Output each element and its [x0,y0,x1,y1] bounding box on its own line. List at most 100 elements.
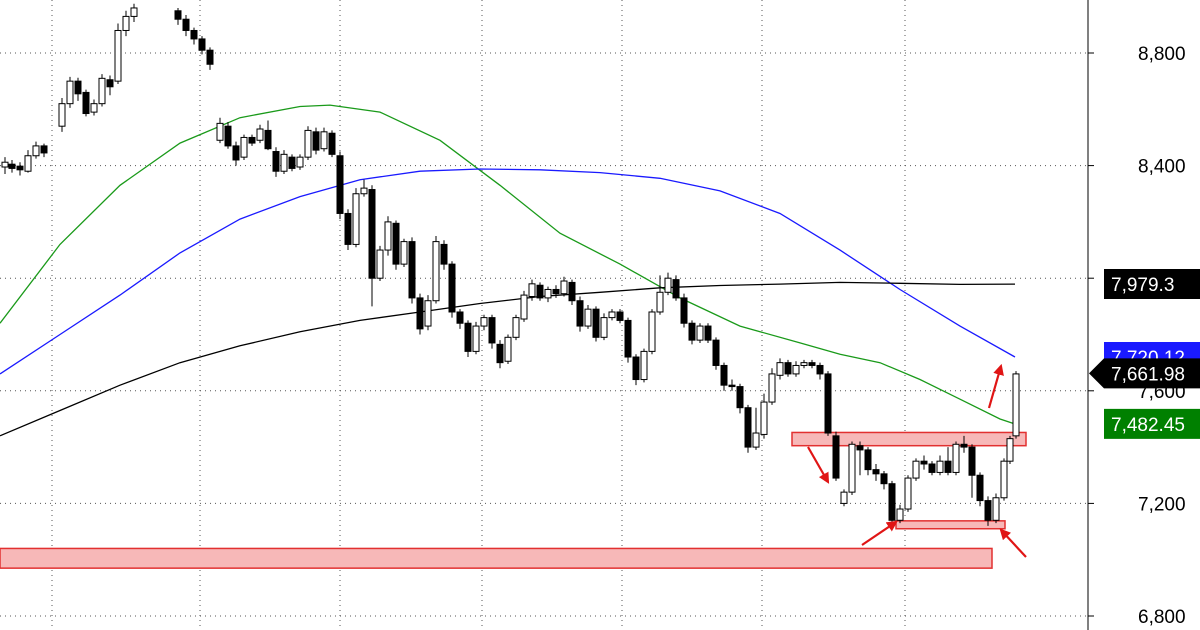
candle-down [82,91,90,115]
candle-up [656,291,664,313]
price-tags: 7,979.37,720.127,661.987,482.45 [1089,269,1200,439]
candle-up [216,122,224,141]
candle-down [224,125,232,147]
candle-down [416,297,424,330]
support-resistance-zones [0,431,1027,569]
candle-down [720,364,728,386]
candle-up [664,277,672,293]
candle-down [960,443,968,448]
candle-up [122,15,130,31]
price-zone [0,547,993,569]
candle-up [384,221,392,251]
candle-up [114,29,122,82]
candle-up [952,443,960,473]
y-tick-label: 8,800 [1138,44,1186,65]
candle-down [616,311,624,321]
candle-down [496,343,504,364]
candle-up [512,317,520,338]
candle-down [16,165,24,171]
candle-up [1000,460,1008,499]
candle-up [32,145,40,157]
candle-up [280,153,288,172]
candle-down [808,362,816,366]
candle-down [392,222,400,265]
candle-up [1,161,9,168]
candle-up [98,77,106,105]
candle-down [592,308,600,338]
price-zone [791,431,1027,447]
candle-down [880,473,888,485]
candlesticks [1,3,1020,526]
candle-down [552,288,560,295]
candle-up [24,155,32,172]
candle-down [106,79,114,88]
candle-down [632,356,640,381]
candle-up [376,249,384,279]
candle-up [584,308,592,327]
candle-down [272,151,280,172]
candle-down [182,18,190,31]
candle-up [768,373,776,403]
price-tag [1104,408,1200,439]
candle-down [174,10,182,20]
candle-up [480,317,488,327]
candle-down [198,38,206,51]
candle-down [832,435,840,479]
candle-down [248,136,256,144]
candle-up [696,325,704,341]
candle-down [488,317,496,344]
candle-down [968,446,976,476]
moving-averages [0,104,1016,437]
candle-down [288,156,296,169]
candle-down [206,49,214,65]
candle-up [472,325,480,352]
candle-up [912,460,920,479]
candle-down [264,129,272,150]
candle-up [648,311,656,352]
candle-down [74,80,82,95]
candle-up [776,362,784,376]
candle-down [408,241,416,299]
candle-up [1012,373,1020,437]
candle-up [520,294,528,320]
price-tag-label: 7,979.3 [1111,275,1174,296]
candle-down [888,483,896,521]
candle-up [896,508,904,521]
candle-up [640,350,648,381]
candle-up [256,128,264,141]
candle-up [840,491,848,504]
candle-up [504,336,512,362]
candle-down [824,373,832,434]
annotation-arrow [999,528,1027,558]
candle-down [984,500,992,521]
candle-down [232,145,240,161]
candle-up [560,280,568,295]
candle-up [528,283,536,297]
annotation-arrow [987,363,1004,409]
candle-down [672,279,680,299]
candle-down [688,322,696,341]
candle-down [312,131,320,151]
annotation-arrow [861,520,898,546]
candle-up [58,103,66,127]
candle-down [536,284,544,299]
candle-up [848,443,856,493]
y-tick-label: 7,200 [1138,494,1186,515]
candle-down [8,163,16,169]
candle-down [344,212,352,245]
candle-up [936,460,944,473]
candle-up [352,193,360,245]
candle-down [744,407,752,448]
candle-down [440,243,448,265]
candle-up [600,317,608,338]
candle-down [864,449,872,471]
annotation-arrow [807,446,830,484]
candle-up [240,136,248,158]
price-tag [1104,269,1200,300]
price-tag-label: 7,661.98 [1111,364,1185,385]
candle-down [576,300,584,327]
candle-down [784,362,792,375]
candle-down [190,29,198,40]
candle-down [40,145,48,154]
